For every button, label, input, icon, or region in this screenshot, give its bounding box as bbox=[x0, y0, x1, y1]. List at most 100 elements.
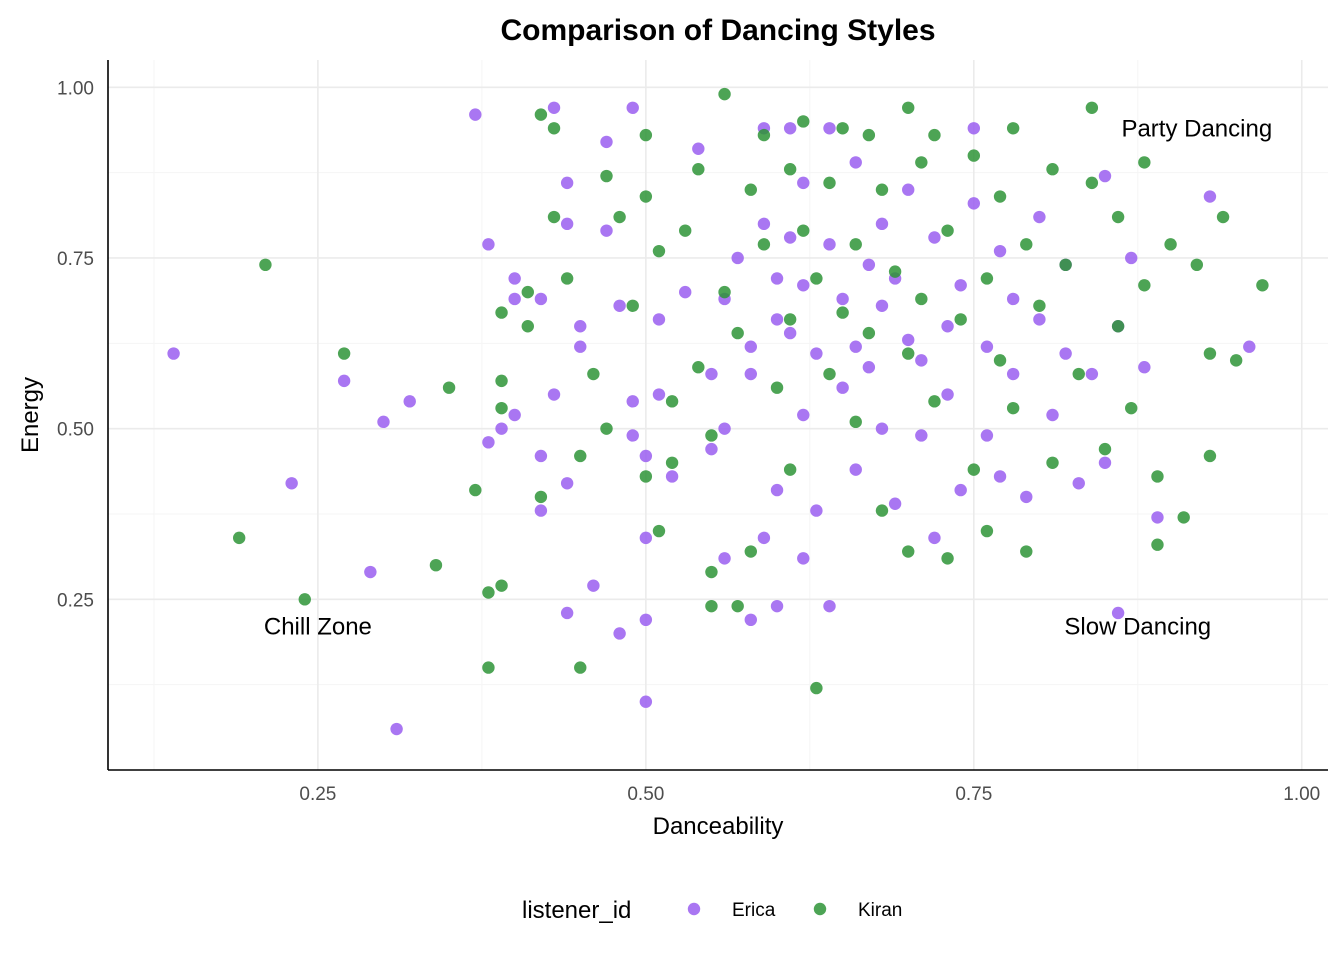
point-erica bbox=[718, 422, 731, 435]
point-erica bbox=[954, 483, 967, 497]
point-kiran bbox=[1256, 279, 1269, 292]
point-kiran bbox=[1046, 163, 1059, 176]
point-kiran bbox=[1006, 401, 1020, 415]
point-kiran bbox=[980, 524, 994, 538]
point-erica bbox=[941, 388, 954, 401]
point-erica bbox=[902, 333, 915, 347]
point-erica bbox=[1125, 251, 1138, 265]
point-kiran bbox=[928, 395, 941, 408]
point-kiran bbox=[337, 347, 351, 360]
point-kiran bbox=[823, 176, 836, 190]
point-kiran bbox=[862, 128, 876, 142]
point-kiran bbox=[1138, 156, 1151, 169]
point-erica bbox=[364, 565, 377, 579]
point-kiran bbox=[915, 156, 928, 169]
point-kiran bbox=[1177, 511, 1190, 524]
y-tick-labels: 0.25 0.50 0.75 1.00 bbox=[57, 78, 94, 611]
point-kiran bbox=[534, 108, 548, 121]
point-kiran bbox=[797, 115, 810, 128]
point-kiran bbox=[1190, 258, 1204, 272]
point-kiran bbox=[718, 87, 731, 101]
point-kiran bbox=[600, 169, 613, 183]
point-erica bbox=[626, 101, 639, 114]
point-kiran bbox=[482, 661, 495, 674]
point-erica bbox=[652, 313, 666, 326]
point-kiran bbox=[665, 456, 679, 469]
point-kiran bbox=[495, 401, 508, 415]
point-kiran bbox=[875, 183, 889, 196]
point-erica bbox=[679, 285, 692, 299]
point-erica bbox=[692, 142, 705, 155]
point-erica bbox=[639, 695, 653, 708]
point-kiran bbox=[967, 149, 981, 162]
point-kiran bbox=[534, 490, 548, 504]
point-kiran bbox=[902, 545, 915, 558]
point-kiran bbox=[1033, 299, 1046, 312]
point-kiran bbox=[993, 190, 1007, 203]
point-kiran bbox=[1059, 258, 1072, 272]
point-kiran bbox=[731, 326, 744, 340]
point-kiran bbox=[744, 545, 757, 558]
point-erica bbox=[613, 299, 626, 312]
point-kiran bbox=[521, 320, 534, 333]
annotation-label: Chill Zone bbox=[264, 614, 372, 641]
point-kiran bbox=[705, 429, 718, 442]
point-erica bbox=[1138, 361, 1151, 374]
point-erica bbox=[613, 627, 626, 640]
point-erica bbox=[652, 388, 666, 401]
point-erica bbox=[1072, 477, 1085, 490]
point-kiran bbox=[928, 128, 941, 142]
point-erica bbox=[744, 367, 757, 381]
point-kiran bbox=[783, 463, 797, 476]
point-kiran bbox=[495, 306, 508, 319]
point-kiran bbox=[652, 244, 666, 258]
chart-title: Comparison of Dancing Styles bbox=[500, 14, 935, 47]
point-erica bbox=[337, 374, 351, 388]
point-erica bbox=[508, 272, 521, 285]
point-kiran bbox=[1111, 320, 1125, 333]
point-erica bbox=[849, 463, 862, 476]
point-kiran bbox=[757, 238, 771, 251]
annotation-label: Party Dancing bbox=[1121, 115, 1272, 142]
point-erica bbox=[560, 606, 574, 620]
point-erica bbox=[574, 340, 587, 353]
point-kiran bbox=[560, 272, 574, 285]
annotations: Party Dancing Chill Zone Slow Dancing bbox=[264, 115, 1272, 640]
point-kiran bbox=[705, 599, 718, 613]
point-erica bbox=[783, 326, 797, 340]
point-erica bbox=[1203, 190, 1217, 203]
point-erica bbox=[1111, 606, 1125, 620]
point-kiran bbox=[1203, 347, 1217, 360]
point-kiran bbox=[298, 593, 311, 606]
point-erica bbox=[1098, 456, 1112, 469]
point-kiran bbox=[836, 306, 849, 319]
point-kiran bbox=[665, 395, 679, 408]
point-kiran bbox=[639, 190, 653, 203]
y-tick-label: 0.75 bbox=[57, 249, 94, 270]
point-kiran bbox=[862, 326, 876, 340]
point-erica bbox=[482, 436, 495, 449]
point-erica bbox=[836, 292, 849, 306]
y-axis-title: Energy bbox=[17, 377, 44, 453]
point-kiran bbox=[1111, 210, 1125, 224]
legend-label-kiran: Kiran bbox=[858, 900, 902, 921]
point-erica bbox=[915, 354, 928, 367]
point-kiran bbox=[810, 272, 823, 285]
y-tick-label: 0.50 bbox=[57, 420, 94, 441]
point-erica bbox=[403, 395, 416, 408]
x-tick-labels: 0.25 0.50 0.75 1.00 bbox=[299, 784, 1320, 805]
point-kiran bbox=[849, 415, 862, 429]
point-kiran bbox=[915, 292, 928, 306]
point-erica bbox=[849, 340, 862, 353]
point-kiran bbox=[902, 347, 915, 360]
point-kiran bbox=[692, 163, 705, 176]
point-erica bbox=[797, 408, 810, 422]
point-erica bbox=[1033, 210, 1046, 224]
point-erica bbox=[770, 599, 784, 613]
legend-label-erica: Erica bbox=[732, 900, 776, 921]
legend-entries: Erica Kiran bbox=[687, 900, 902, 921]
point-erica bbox=[849, 156, 862, 169]
point-erica bbox=[534, 449, 548, 463]
point-erica bbox=[639, 613, 653, 627]
point-kiran bbox=[993, 354, 1007, 367]
